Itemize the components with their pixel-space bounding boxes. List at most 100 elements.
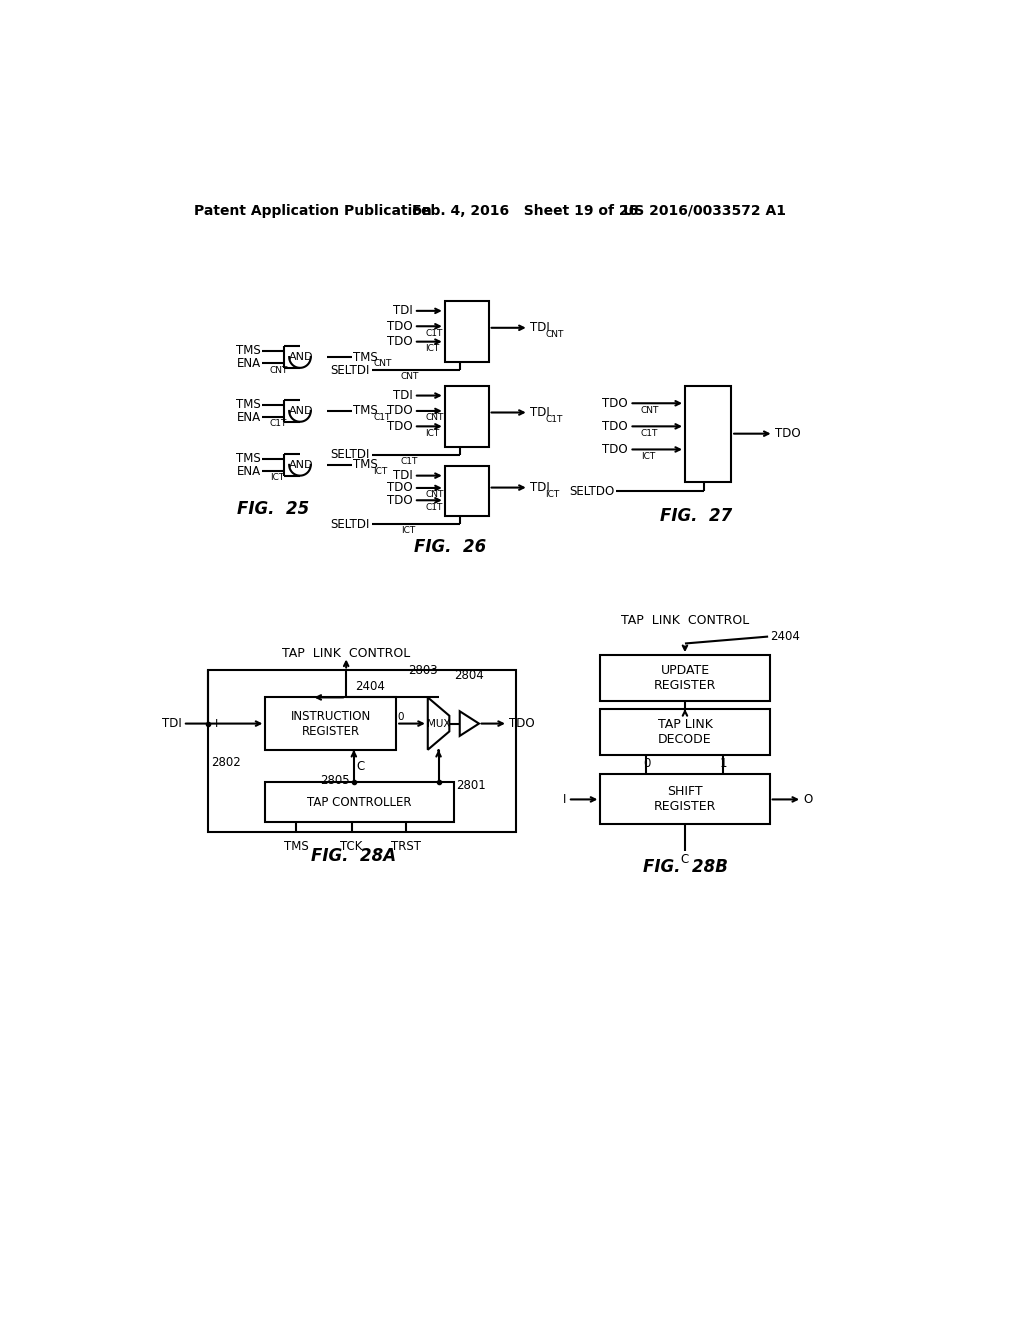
- Text: FIG.  28B: FIG. 28B: [642, 858, 727, 875]
- Text: TDI: TDI: [530, 407, 550, 418]
- Bar: [444, 385, 488, 447]
- Text: TMS: TMS: [353, 458, 378, 471]
- Text: FIG.  25: FIG. 25: [237, 500, 309, 517]
- Text: ICT: ICT: [400, 527, 415, 536]
- Text: SELTDI: SELTDI: [331, 363, 370, 376]
- Text: C1T: C1T: [425, 329, 442, 338]
- Text: TDO: TDO: [387, 335, 413, 348]
- Text: TDI: TDI: [392, 469, 413, 482]
- Text: 2802: 2802: [211, 756, 242, 770]
- Bar: [600, 655, 770, 701]
- Text: ENA: ENA: [237, 465, 261, 478]
- Text: C1T: C1T: [546, 414, 563, 424]
- Text: TAP  LINK  CONTROL: TAP LINK CONTROL: [282, 647, 411, 660]
- Text: ICT: ICT: [546, 490, 560, 499]
- Text: AND: AND: [289, 352, 313, 362]
- Text: TDO: TDO: [602, 397, 628, 409]
- Text: TMS: TMS: [236, 345, 261, 358]
- Text: TDO: TDO: [387, 420, 413, 433]
- Text: SHIFT
REGISTER: SHIFT REGISTER: [653, 785, 716, 813]
- Text: CNT: CNT: [425, 413, 443, 422]
- Text: TDO: TDO: [387, 404, 413, 417]
- Text: US 2016/0033572 A1: US 2016/0033572 A1: [624, 203, 786, 218]
- Text: ICT: ICT: [425, 429, 439, 438]
- Text: Patent Application Publication: Patent Application Publication: [194, 203, 431, 218]
- Text: Feb. 4, 2016   Sheet 19 of 26: Feb. 4, 2016 Sheet 19 of 26: [412, 203, 638, 218]
- Text: SELTDI: SELTDI: [331, 449, 370, 462]
- Text: CNT: CNT: [546, 330, 564, 339]
- Text: 2404: 2404: [355, 680, 385, 693]
- Bar: [444, 301, 488, 363]
- Text: C1T: C1T: [373, 413, 390, 422]
- Text: 2803: 2803: [408, 664, 437, 677]
- Text: TDO: TDO: [602, 420, 628, 433]
- Text: AND: AND: [289, 407, 313, 416]
- Text: ICT: ICT: [373, 467, 387, 477]
- Text: 2805: 2805: [321, 774, 350, 787]
- Text: TRST: TRST: [391, 840, 421, 853]
- Text: 0: 0: [397, 713, 404, 722]
- Text: TAP  LINK  CONTROL: TAP LINK CONTROL: [621, 614, 750, 627]
- Text: 0: 0: [643, 758, 650, 770]
- Text: I: I: [215, 718, 218, 729]
- Text: TCK: TCK: [340, 840, 362, 853]
- Bar: [265, 697, 396, 750]
- Text: CNT: CNT: [270, 366, 289, 375]
- Text: CNT: CNT: [425, 490, 443, 499]
- Text: UPDATE
REGISTER: UPDATE REGISTER: [653, 664, 716, 692]
- Bar: [600, 775, 770, 825]
- Text: TDI: TDI: [392, 389, 413, 403]
- Text: TMS: TMS: [236, 399, 261, 412]
- Text: INSTRUCTION
REGISTER: INSTRUCTION REGISTER: [291, 710, 371, 738]
- Text: CNT: CNT: [400, 372, 419, 381]
- Text: SELTDI: SELTDI: [331, 517, 370, 531]
- Text: 2404: 2404: [770, 630, 800, 643]
- Text: FIG.  26: FIG. 26: [414, 539, 486, 556]
- Text: TDO: TDO: [387, 319, 413, 333]
- Text: TDI: TDI: [162, 717, 181, 730]
- Text: TDI: TDI: [530, 480, 550, 494]
- Text: CNT: CNT: [641, 405, 659, 414]
- Text: C1T: C1T: [425, 503, 442, 512]
- Text: CNT: CNT: [373, 359, 391, 368]
- Text: ENA: ENA: [237, 411, 261, 424]
- Bar: [600, 709, 770, 755]
- Text: O: O: [804, 793, 813, 807]
- Text: C: C: [356, 760, 365, 774]
- Text: TMS: TMS: [236, 453, 261, 465]
- Text: TAP CONTROLLER: TAP CONTROLLER: [307, 796, 412, 809]
- Text: FIG.  28A: FIG. 28A: [311, 847, 396, 865]
- Text: ENA: ENA: [237, 356, 261, 370]
- Text: TAP LINK
DECODE: TAP LINK DECODE: [657, 718, 713, 746]
- Text: TDO: TDO: [509, 717, 535, 730]
- Text: I: I: [563, 793, 566, 807]
- Text: C: C: [681, 853, 689, 866]
- Text: AND: AND: [289, 459, 313, 470]
- Text: TDO: TDO: [387, 494, 413, 507]
- Text: TDO: TDO: [775, 428, 801, 440]
- Bar: [208, 671, 515, 832]
- Text: TMS: TMS: [284, 840, 308, 853]
- Text: C1T: C1T: [641, 429, 658, 438]
- Text: TDO: TDO: [387, 482, 413, 495]
- Text: TDI: TDI: [530, 321, 550, 334]
- Text: TMS: TMS: [353, 404, 378, 417]
- Text: ICT: ICT: [641, 451, 655, 461]
- Text: ICT: ICT: [270, 474, 285, 482]
- Text: ICT: ICT: [425, 345, 439, 352]
- Bar: [444, 466, 488, 516]
- Text: TDO: TDO: [602, 444, 628, 455]
- Polygon shape: [460, 711, 479, 737]
- Text: SELTDO: SELTDO: [569, 484, 614, 498]
- Text: C1T: C1T: [270, 420, 288, 429]
- Text: 2804: 2804: [454, 669, 483, 682]
- Bar: [685, 385, 731, 482]
- Text: TMS: TMS: [353, 351, 378, 363]
- Text: 2801: 2801: [457, 779, 486, 792]
- Text: C1T: C1T: [400, 457, 418, 466]
- Text: MUX: MUX: [427, 718, 451, 729]
- Text: FIG.  27: FIG. 27: [660, 507, 732, 525]
- Polygon shape: [428, 697, 450, 750]
- Bar: [265, 781, 454, 822]
- Text: 1: 1: [720, 758, 727, 770]
